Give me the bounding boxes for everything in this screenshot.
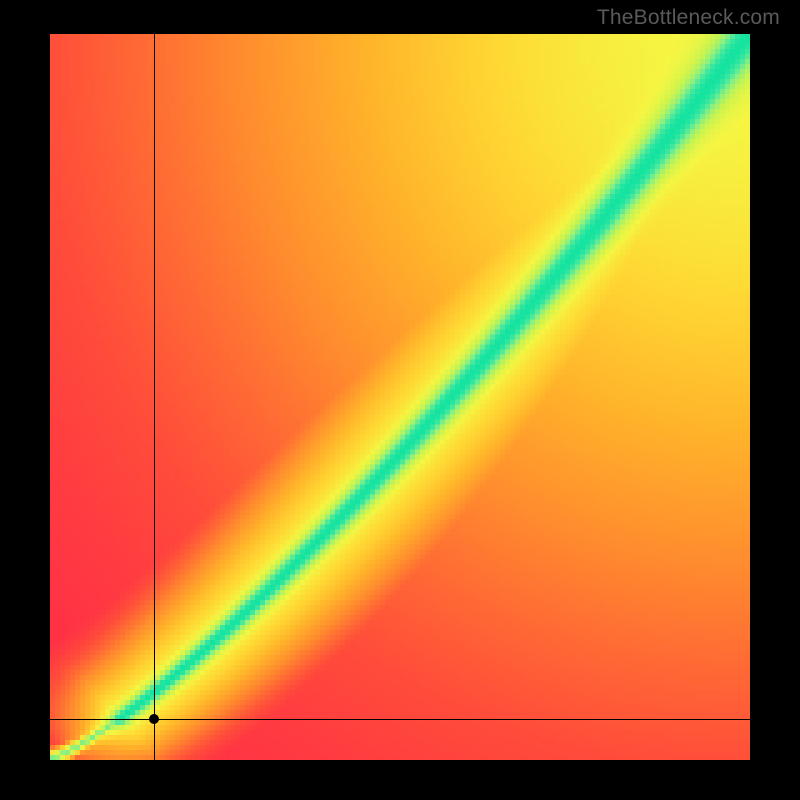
heatmap-canvas [50,34,750,760]
crosshair-vertical [154,34,155,760]
crosshair-dot [149,714,159,724]
watermark-text: TheBottleneck.com [597,6,780,30]
heatmap-plot [50,34,750,760]
